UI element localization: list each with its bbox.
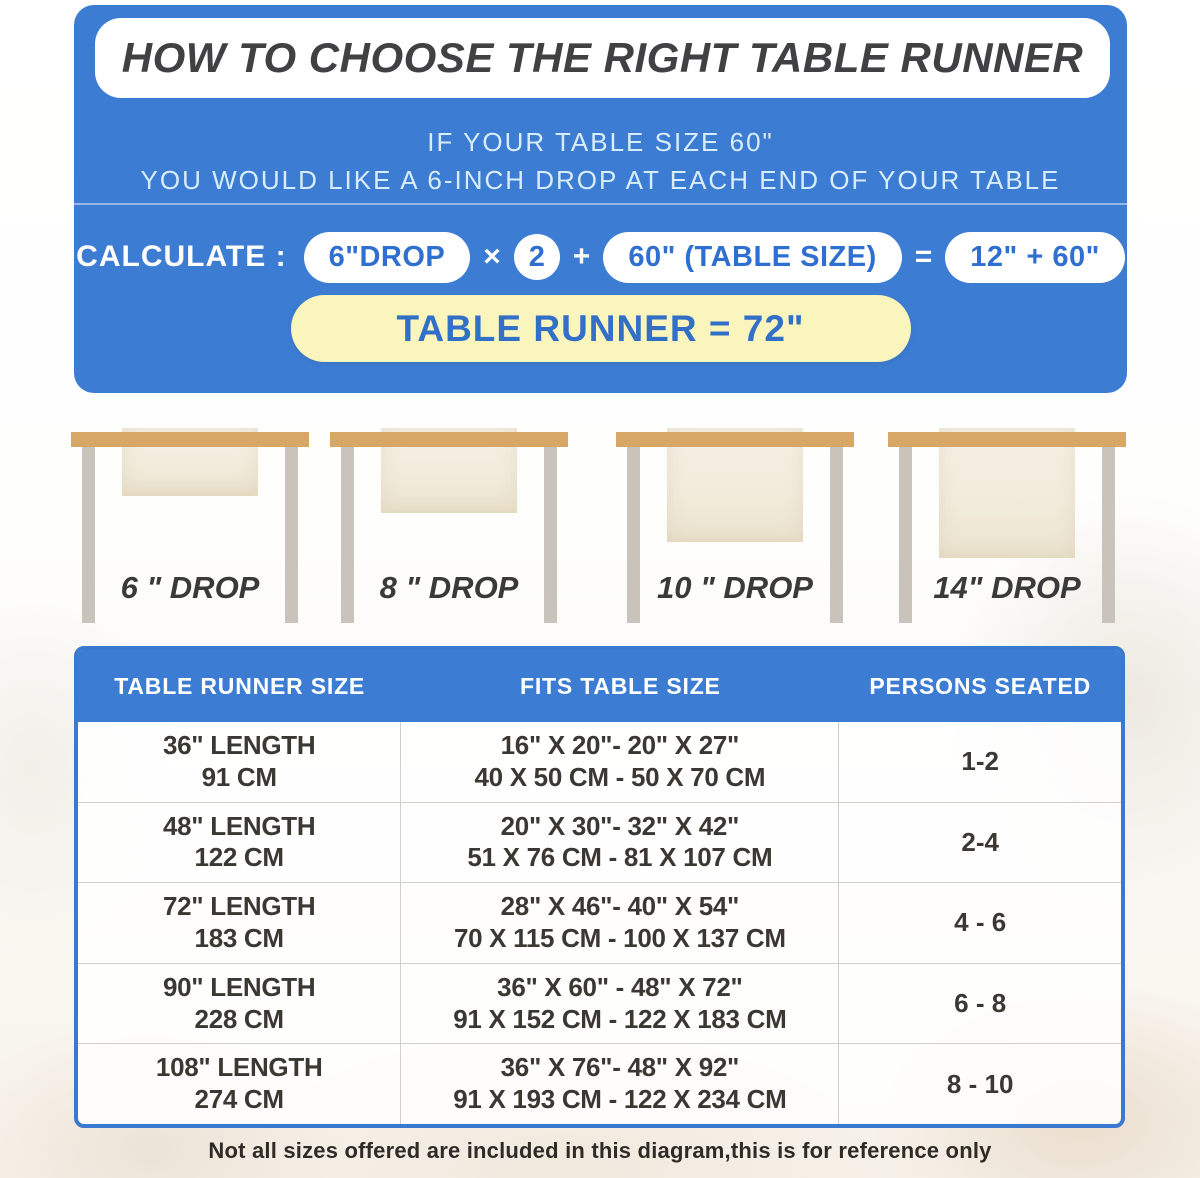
table-top — [71, 432, 309, 447]
col-header-fits-table-size: FITS TABLE SIZE — [520, 672, 721, 699]
runner-size-cell: 90" LENGTH 228 CM — [78, 963, 402, 1044]
persons-count: 1-2 — [961, 746, 999, 777]
persons-seated-cell: 6 - 8 — [839, 964, 1121, 1044]
fits-size-cell: 36" X 60" - 48" X 72" 91 X 152 CM - 122 … — [401, 963, 840, 1044]
fits-size-inches: 20" X 30"- 32" X 42" — [500, 810, 740, 841]
size-table-body: 36" LENGTH 91 CM 16" X 20"- 20" X 27" 40… — [78, 722, 1121, 1124]
runner-length-cm: 183 CM — [194, 922, 285, 953]
drop-label: 8 " DROP — [379, 570, 519, 605]
table-size-pill: 60" (TABLE SIZE) — [603, 231, 902, 283]
drop-figure-6: 6 " DROP — [71, 415, 309, 645]
table-leg-right — [285, 447, 298, 623]
drop-label: 10 " DROP — [657, 570, 813, 605]
runner-size-cell: 48" LENGTH 122 CM — [78, 802, 402, 883]
fits-size-inches: 28" X 46"- 40" X 54" — [500, 891, 740, 922]
result-pill: TABLE RUNNER = 72" — [290, 295, 911, 362]
persons-count: 8 - 10 — [946, 1068, 1014, 1099]
multiplier-badge: 2 — [513, 234, 560, 280]
table-leg-left — [82, 447, 95, 623]
runner-size-cell: 108" LENGTH 274 CM — [78, 1044, 402, 1124]
fits-size-cm: 70 X 115 CM - 100 X 137 CM — [453, 922, 786, 953]
header-panel: HOW TO CHOOSE THE RIGHT TABLE RUNNER IF … — [74, 5, 1127, 393]
fits-size-cell: 16" X 20"- 20" X 27" 40 X 50 CM - 50 X 7… — [401, 722, 840, 802]
fits-size-cm: 91 X 193 CM - 122 X 234 CM — [453, 1084, 787, 1115]
persons-seated-cell: 2-4 — [839, 803, 1121, 883]
table-row: 36" LENGTH 91 CM 16" X 20"- 20" X 27" 40… — [78, 722, 1121, 802]
fits-size-cell: 36" X 76"- 48" X 92" 91 X 193 CM - 122 X… — [401, 1044, 840, 1124]
runner-length-cm: 122 CM — [194, 842, 285, 873]
plus-sign: + — [572, 240, 591, 273]
drop-figure-8: 8 " DROP — [330, 415, 568, 645]
title-box: HOW TO CHOOSE THE RIGHT TABLE RUNNER — [95, 18, 1110, 98]
runner-length-inches: 36" LENGTH — [162, 730, 316, 761]
table-row: 72" LENGTH 183 CM 28" X 46"- 40" X 54" 7… — [78, 882, 1121, 963]
runner-length-inches: 48" LENGTH — [162, 810, 316, 841]
runner-size-cell: 72" LENGTH 183 CM — [78, 883, 402, 963]
persons-count: 6 - 8 — [954, 988, 1007, 1019]
fits-size-cm: 91 X 152 CM - 122 X 183 CM — [453, 1003, 787, 1034]
runner-length-cm: 228 CM — [194, 1003, 285, 1034]
table-row: 90" LENGTH 228 CM 36" X 60" - 48" X 72" … — [78, 962, 1121, 1044]
fits-size-inches: 36" X 76"- 48" X 92" — [500, 1052, 740, 1083]
fits-size-cell: 20" X 30"- 32" X 42" 51 X 76 CM - 81 X 1… — [401, 802, 840, 883]
runner-size-cell: 36" LENGTH 91 CM — [78, 722, 402, 802]
table-leg-right — [544, 447, 557, 623]
table-runner-swatch — [939, 428, 1075, 558]
persons-count: 2-4 — [961, 826, 999, 857]
persons-count: 4 - 6 — [954, 907, 1007, 938]
runner-length-inches: 72" LENGTH — [162, 891, 316, 922]
drop-figure-10: 10 " DROP — [616, 415, 854, 645]
size-table-header: TABLE RUNNER SIZE FITS TABLE SIZE PERSON… — [78, 650, 1121, 722]
table-top — [330, 432, 568, 447]
fits-size-cell: 28" X 46"- 40" X 54" 70 X 115 CM - 100 X… — [401, 883, 840, 963]
sum-pill: 12" + 60" — [945, 231, 1125, 283]
table-runner-swatch — [667, 428, 803, 542]
drop-figure-14: 14" DROP — [888, 415, 1126, 645]
fits-size-cm: 40 X 50 CM - 50 X 70 CM — [474, 761, 766, 792]
table-top — [888, 432, 1126, 447]
subtitle-line-1: IF YOUR TABLE SIZE 60" — [427, 127, 774, 157]
fits-size-inches: 16" X 20"- 20" X 27" — [500, 730, 740, 761]
fits-size-cm: 51 X 76 CM - 81 X 107 CM — [467, 842, 773, 873]
persons-seated-cell: 4 - 6 — [839, 883, 1121, 963]
equals-sign: = — [914, 240, 933, 273]
drop-figures: 6 " DROP 8 " DROP 10 " DROP 14" DROP — [0, 415, 1200, 647]
page-title: HOW TO CHOOSE THE RIGHT TABLE RUNNER — [121, 34, 1084, 81]
drop-label: 14" DROP — [933, 570, 1081, 605]
fits-size-inches: 36" X 60" - 48" X 72" — [497, 971, 743, 1002]
runner-length-inches: 108" LENGTH — [155, 1052, 323, 1083]
panel-divider — [74, 203, 1127, 205]
persons-seated-cell: 8 - 10 — [839, 1044, 1121, 1124]
col-header-persons-seated: PERSONS SEATED — [869, 672, 1091, 699]
table-leg-left — [627, 447, 640, 623]
table-leg-right — [1102, 447, 1115, 623]
subtitle-line-2: YOU WOULD LIKE A 6-INCH DROP AT EACH END… — [140, 165, 1061, 195]
persons-seated-cell: 1-2 — [839, 722, 1121, 802]
table-leg-right — [830, 447, 843, 623]
col-header-runner-size: TABLE RUNNER SIZE — [114, 672, 366, 699]
calculate-label: CALCULATE : — [76, 240, 287, 273]
multiply-sign: × — [483, 240, 501, 273]
table-top — [616, 432, 854, 447]
calculation-row: CALCULATE : 6"DROP × 2 + 60" (TABLE SIZE… — [74, 231, 1127, 283]
table-row: 108" LENGTH 274 CM 36" X 76"- 48" X 92" … — [78, 1043, 1121, 1124]
table-row: 48" LENGTH 122 CM 20" X 30"- 32" X 42" 5… — [78, 801, 1121, 883]
drop-label: 6 " DROP — [120, 570, 260, 605]
table-leg-left — [899, 447, 912, 623]
drop-pill: 6"DROP — [303, 231, 471, 283]
footnote: Not all sizes offered are included in th… — [208, 1138, 992, 1163]
table-leg-left — [341, 447, 354, 623]
result-text: TABLE RUNNER = 72" — [396, 307, 805, 349]
runner-length-cm: 274 CM — [194, 1084, 285, 1115]
runner-length-inches: 90" LENGTH — [162, 971, 316, 1002]
size-table-panel: TABLE RUNNER SIZE FITS TABLE SIZE PERSON… — [74, 646, 1125, 1128]
runner-length-cm: 91 CM — [201, 761, 277, 792]
